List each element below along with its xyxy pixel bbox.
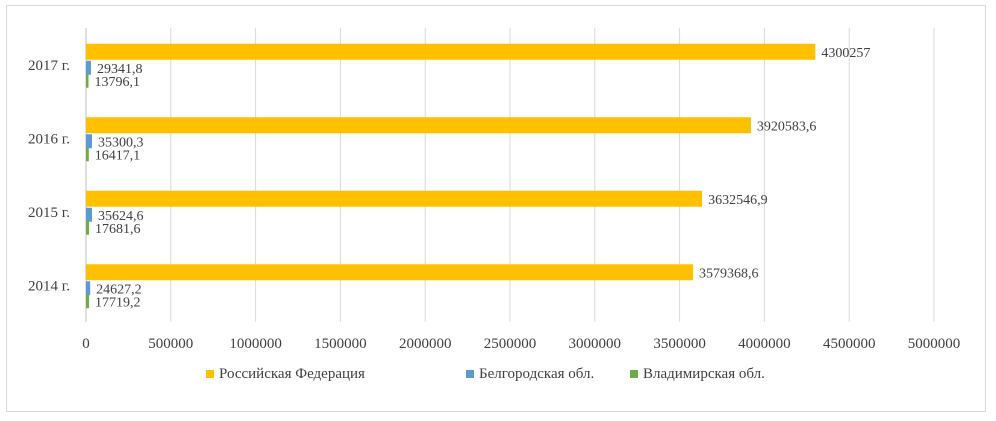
legend-label: Российская Федерация	[219, 366, 365, 382]
legend-label: Владимирская обл.	[643, 366, 765, 382]
data-label: 35300,3	[98, 135, 144, 150]
bar-vladimir	[86, 220, 89, 235]
x-tick-label: 2500000	[484, 336, 537, 352]
data-label: 13796,1	[95, 75, 141, 90]
bar-rf	[86, 190, 703, 207]
x-tick-label: 0	[82, 336, 90, 352]
data-label: 3632546,9	[708, 193, 768, 208]
data-label: 29341,8	[97, 62, 143, 77]
x-tick-label: 3500000	[653, 336, 706, 352]
category-label: 2016 г.	[28, 131, 70, 147]
category-label: 2015 г.	[28, 205, 70, 221]
legend-swatch	[466, 370, 474, 378]
data-label: 17681,6	[95, 222, 141, 237]
data-label: 4300257	[821, 46, 870, 61]
legend-swatch	[630, 370, 638, 378]
bar-rf	[86, 117, 751, 134]
x-tick-label: 2000000	[399, 336, 452, 352]
bar-vladimir	[86, 147, 89, 162]
data-label: 24627,2	[96, 282, 142, 297]
x-tick-label: 4000000	[738, 336, 791, 352]
data-label: 16417,1	[95, 148, 140, 163]
category-label: 2014 г.	[28, 278, 70, 294]
bar-belgorod	[86, 281, 91, 296]
bar-vladimir	[86, 73, 89, 88]
legend-label: Белгородская обл.	[479, 366, 594, 382]
x-tick-label: 4500000	[823, 336, 876, 352]
bar-belgorod	[86, 134, 92, 149]
bar-vladimir	[86, 294, 90, 309]
bar-rf	[86, 43, 816, 60]
x-tick-label: 5000000	[908, 336, 961, 352]
x-tick-label: 500000	[148, 336, 193, 352]
data-label: 3579368,6	[699, 266, 759, 281]
bar-rf	[86, 264, 694, 281]
legend-swatch	[206, 370, 214, 378]
data-label: 3920583,6	[757, 119, 817, 134]
category-label: 2017 г.	[28, 58, 70, 74]
x-tick-label: 3000000	[569, 336, 622, 352]
chart-frame	[6, 5, 986, 412]
bar-belgorod	[86, 207, 93, 222]
bar-belgorod	[86, 60, 91, 75]
data-label: 35624,6	[98, 209, 144, 224]
x-tick-label: 1000000	[229, 336, 282, 352]
x-tick-label: 1500000	[314, 336, 367, 352]
data-label: 17719,2	[95, 295, 141, 310]
